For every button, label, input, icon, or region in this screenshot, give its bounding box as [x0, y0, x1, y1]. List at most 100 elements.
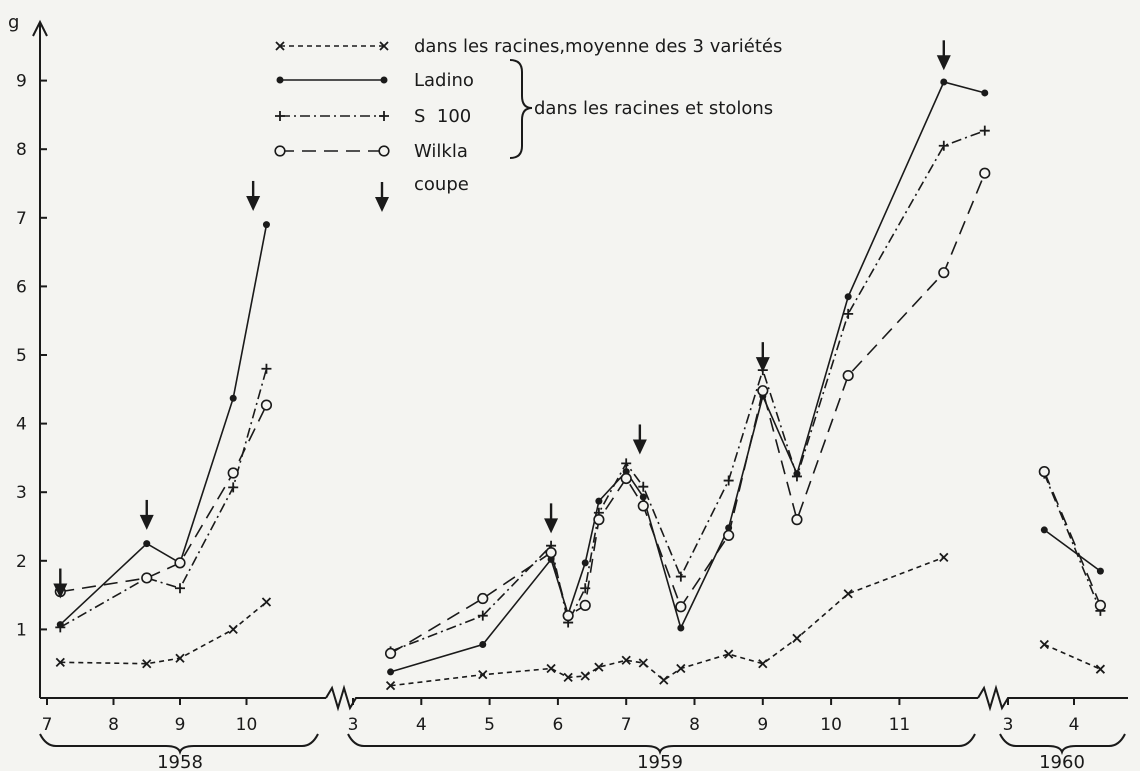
marker-circle	[842, 369, 854, 382]
y-tick-label: 9	[16, 72, 27, 92]
marker-dot	[479, 640, 487, 648]
marker-circle	[791, 514, 803, 526]
series-mean	[55, 552, 1106, 691]
marker-dot	[276, 76, 284, 84]
marker-circle	[593, 514, 605, 526]
marker-plus	[723, 475, 734, 486]
marker-dot	[262, 221, 270, 229]
series-line-s100	[1043, 473, 1102, 612]
marker-plus	[379, 111, 389, 121]
legend: dans les racines,moyenne des 3 variétés …	[274, 36, 782, 212]
axis-break-2	[977, 684, 1012, 712]
marker-plus	[477, 610, 488, 621]
marker-x	[546, 663, 556, 674]
marker-circle	[579, 599, 591, 611]
series-line-mean	[390, 556, 945, 687]
marker-circle	[938, 267, 950, 279]
marker-x	[175, 653, 185, 663]
series-line-ladino	[1043, 529, 1101, 572]
marker-plus	[175, 583, 185, 594]
marker-dot	[1040, 526, 1048, 534]
marker-dot	[595, 497, 603, 505]
marker-circle	[227, 467, 239, 479]
marker-plus	[938, 140, 949, 151]
marker-x	[843, 589, 853, 599]
year-bracket	[39, 733, 319, 756]
x-tick-label: 3	[1003, 715, 1014, 735]
marker-circle	[562, 610, 574, 622]
series-wilkla	[54, 167, 1106, 660]
marker-x	[758, 659, 768, 669]
marker-x	[228, 624, 238, 635]
marker-dot	[143, 540, 151, 548]
y-tick-label: 6	[16, 277, 27, 297]
marker-plus	[638, 481, 649, 492]
series-line-wilkla	[60, 404, 268, 593]
marker-x	[379, 41, 389, 51]
marker-x	[676, 663, 686, 674]
marker-x	[621, 655, 631, 665]
marker-x	[55, 657, 65, 667]
legend-label-mean: dans les racines,moyenne des 3 variétés	[414, 36, 782, 57]
marker-circle	[723, 529, 735, 542]
year-label: 1959	[637, 752, 683, 771]
marker-circle	[545, 546, 557, 559]
x-tick-label: 9	[175, 715, 186, 735]
marker-circle	[620, 472, 632, 485]
y-tick-label: 8	[16, 140, 27, 160]
marker-plus	[979, 125, 990, 136]
marker-plus	[261, 363, 272, 374]
marker-circle	[384, 647, 397, 660]
cut-arrow-head	[632, 439, 647, 455]
marker-x	[792, 633, 802, 643]
x-tick-label: 8	[689, 715, 700, 735]
y-tick-label: 5	[16, 346, 27, 366]
y-tick-label: 3	[16, 483, 27, 503]
marker-plus	[791, 471, 802, 482]
y-tick-label: 2	[16, 552, 27, 572]
marker-x	[939, 552, 949, 563]
y-ticks: 1 2 3 4 5 6 7 8 9	[16, 72, 47, 640]
marker-plus	[843, 308, 854, 319]
marker-circle	[1038, 466, 1050, 478]
y-axis	[32, 19, 48, 698]
marker-circle	[675, 601, 687, 613]
y-tick-label: 4	[16, 415, 27, 435]
year-bracket	[347, 733, 976, 756]
year-label: 1960	[1039, 752, 1085, 771]
marker-x	[275, 41, 285, 51]
legend-samples	[274, 41, 390, 212]
x-tick-label: 7	[42, 715, 53, 735]
legend-cut-arrow-head	[375, 197, 389, 212]
marker-dot	[639, 493, 647, 501]
marker-dot	[844, 293, 852, 301]
cut-arrows	[53, 40, 951, 599]
legend-label-cut: coupe	[414, 174, 469, 195]
marker-x	[659, 675, 669, 685]
marker-x	[1095, 664, 1106, 674]
series-line-ladino	[59, 224, 268, 626]
marker-plus	[228, 482, 239, 493]
marker-x	[142, 659, 152, 669]
marker-circle	[1094, 599, 1106, 611]
x-tick-label: 10	[236, 715, 258, 735]
marker-circle	[174, 557, 186, 569]
legend-label-wilkla: Wilkla	[414, 141, 468, 162]
marker-x	[563, 672, 573, 683]
x-tick-label: 6	[552, 715, 563, 735]
y-axis-arrow	[32, 19, 48, 37]
y-axis-label: g	[8, 12, 19, 33]
marker-circle	[274, 145, 286, 157]
marker-plus	[621, 458, 632, 469]
x-ticks: 7 8 9 10 3 4 5 6 7 8 9 10 11 3 4	[42, 698, 1079, 735]
marker-x	[638, 658, 648, 668]
marker-circle	[757, 385, 769, 397]
marker-circle	[979, 167, 991, 179]
series-line-wilkla	[1043, 471, 1102, 606]
marker-dot	[1096, 567, 1104, 575]
marker-x	[261, 597, 272, 607]
y-tick-label: 7	[16, 209, 27, 229]
cut-arrow-head	[755, 357, 770, 373]
marker-circle	[260, 399, 273, 411]
